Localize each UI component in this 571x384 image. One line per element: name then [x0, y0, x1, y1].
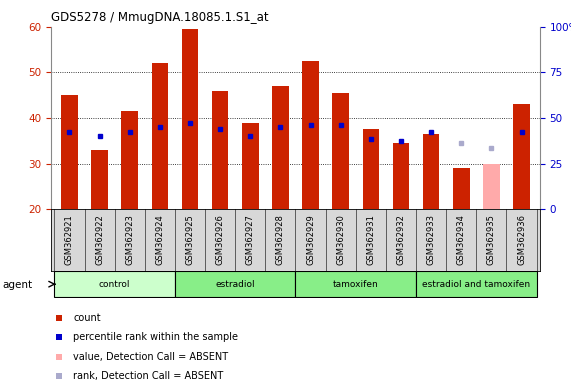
Text: count: count: [74, 313, 101, 323]
Text: rank, Detection Call = ABSENT: rank, Detection Call = ABSENT: [74, 371, 224, 381]
Text: GDS5278 / MmugDNA.18085.1.S1_at: GDS5278 / MmugDNA.18085.1.S1_at: [51, 11, 269, 24]
Text: agent: agent: [3, 280, 33, 290]
Text: GSM362921: GSM362921: [65, 214, 74, 265]
Bar: [423, 134, 440, 209]
FancyBboxPatch shape: [175, 271, 296, 297]
FancyBboxPatch shape: [54, 271, 175, 297]
Text: tamoxifen: tamoxifen: [333, 280, 379, 289]
Text: GSM362927: GSM362927: [246, 214, 255, 265]
Text: GSM362935: GSM362935: [487, 214, 496, 265]
Text: percentile rank within the sample: percentile rank within the sample: [74, 332, 239, 342]
Text: GSM362929: GSM362929: [306, 214, 315, 265]
Bar: [212, 91, 228, 209]
Text: GSM362934: GSM362934: [457, 214, 466, 265]
Bar: [453, 168, 469, 209]
Bar: [483, 164, 500, 209]
Text: GSM362933: GSM362933: [427, 214, 436, 265]
Text: estradiol and tamoxifen: estradiol and tamoxifen: [422, 280, 530, 289]
Text: GSM362928: GSM362928: [276, 214, 285, 265]
Text: GSM362926: GSM362926: [216, 214, 224, 265]
Bar: [393, 143, 409, 209]
Text: GSM362924: GSM362924: [155, 214, 164, 265]
Bar: [61, 95, 78, 209]
Bar: [363, 129, 379, 209]
Text: value, Detection Call = ABSENT: value, Detection Call = ABSENT: [74, 352, 228, 362]
Text: GSM362925: GSM362925: [186, 214, 195, 265]
Bar: [122, 111, 138, 209]
Text: estradiol: estradiol: [215, 280, 255, 289]
Text: GSM362936: GSM362936: [517, 214, 526, 265]
Text: GSM362930: GSM362930: [336, 214, 345, 265]
Bar: [91, 150, 108, 209]
Text: control: control: [99, 280, 130, 289]
Text: GSM362923: GSM362923: [125, 214, 134, 265]
Bar: [513, 104, 530, 209]
FancyBboxPatch shape: [416, 271, 537, 297]
Bar: [302, 61, 319, 209]
FancyBboxPatch shape: [296, 271, 416, 297]
Text: GSM362931: GSM362931: [367, 214, 375, 265]
Bar: [182, 29, 198, 209]
Text: GSM362932: GSM362932: [396, 214, 405, 265]
Text: GSM362922: GSM362922: [95, 214, 104, 265]
Bar: [242, 122, 259, 209]
Bar: [151, 63, 168, 209]
Bar: [332, 93, 349, 209]
Bar: [272, 86, 289, 209]
